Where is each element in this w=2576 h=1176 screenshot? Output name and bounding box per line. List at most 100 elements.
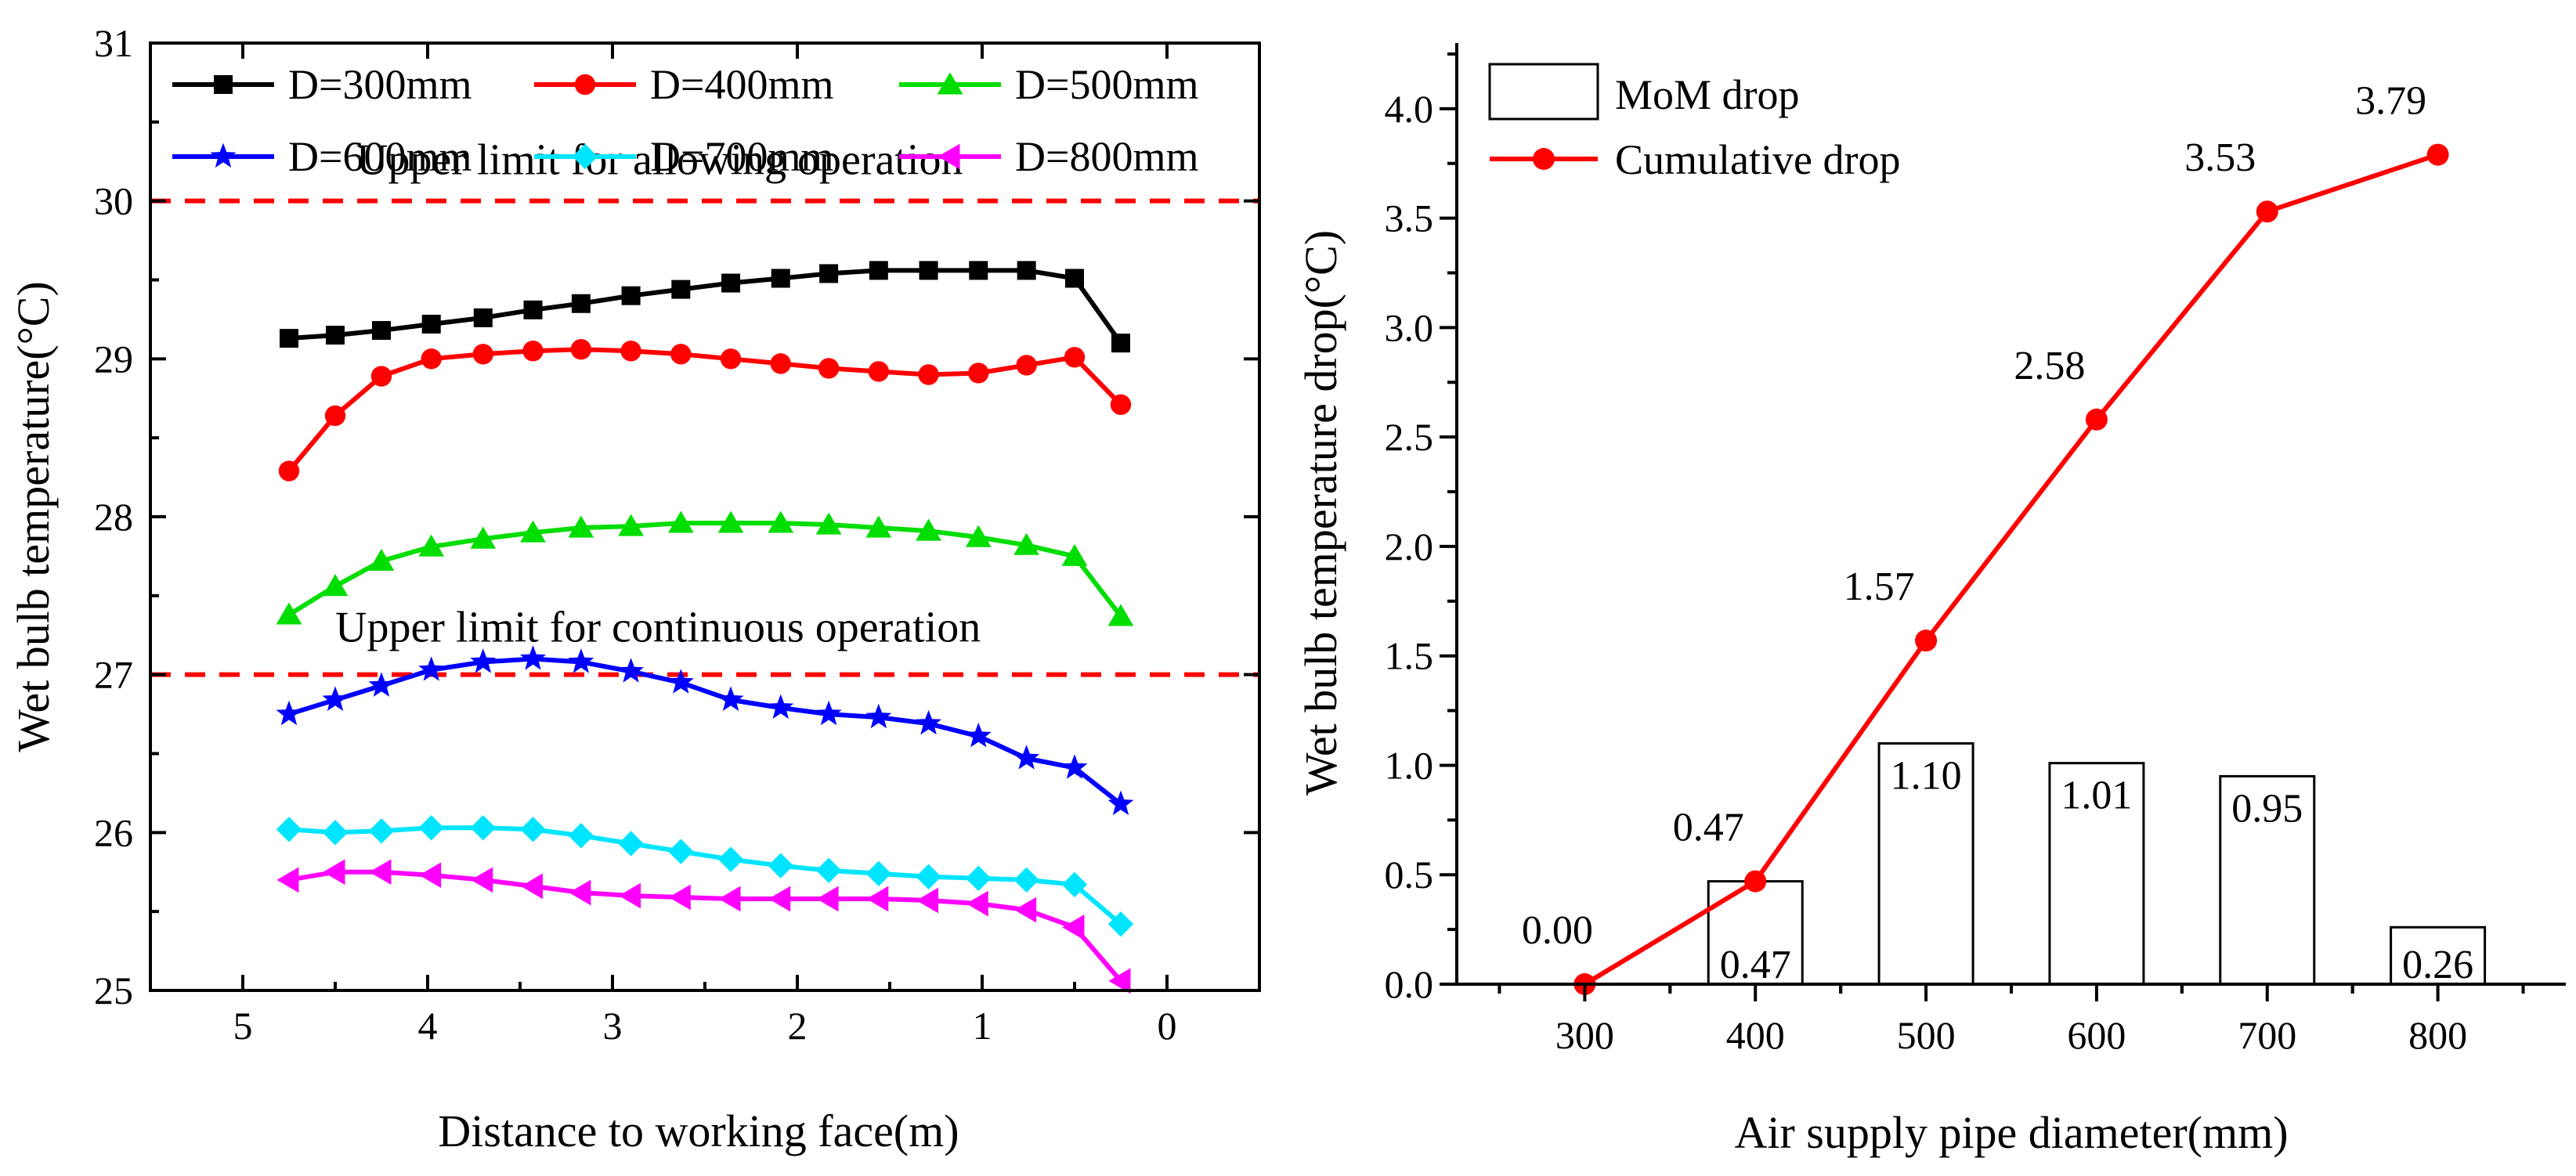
data-point	[671, 280, 691, 299]
series-line	[288, 656, 1122, 806]
series-line	[288, 869, 1123, 983]
line-value-label: 3.53	[2184, 135, 2256, 180]
cumulative-drop-point	[2256, 200, 2278, 223]
left-plot-frame	[149, 41, 1261, 992]
data-point	[620, 341, 641, 362]
data-point	[965, 525, 992, 547]
series-d-600mm	[276, 645, 1134, 816]
reference-line-label-27: Upper limit for continuous operation	[335, 604, 981, 652]
x-tick-label: 400	[1726, 1013, 1785, 1057]
reference-line-label-30: Upper limit for allowing operation	[356, 136, 963, 185]
right-chart-temperature-drop: 300 400 500 600 700 800 0.0 0.5 1.0 1.5 2.0 2.5 3.0 3…	[1295, 43, 2566, 1158]
data-point	[717, 510, 744, 533]
legend-label: D=400mm	[650, 61, 833, 108]
line-value-label: 0.00	[1522, 908, 1593, 953]
y-tick-label: 1.5	[1385, 634, 1434, 678]
cumulative-drop-point	[1915, 629, 1938, 652]
data-point	[865, 703, 892, 729]
data-point	[419, 862, 442, 889]
data-point	[619, 882, 641, 909]
series-d-400mm	[278, 339, 1132, 482]
series-d-500mm	[276, 510, 1134, 626]
data-point	[571, 294, 591, 313]
data-point	[1110, 394, 1132, 416]
bar-mom-drop	[2219, 774, 2316, 986]
legend-marker	[572, 143, 598, 170]
data-point	[569, 879, 591, 906]
y-tick-label: 2.0	[1385, 525, 1434, 568]
y-tick-label: 29	[94, 337, 133, 381]
y-tick-label: 27	[94, 653, 133, 697]
data-point	[771, 269, 790, 288]
legend-marker	[1533, 148, 1555, 170]
data-point	[768, 886, 791, 912]
x-tick-label: 3	[603, 1004, 623, 1048]
cumulative-drop-point	[2426, 143, 2449, 166]
legend-item-d-700mm: D=700mm	[534, 133, 833, 180]
y-tick-label: 25	[94, 969, 133, 1012]
data-point	[815, 700, 842, 726]
data-point	[472, 344, 493, 365]
data-point	[1064, 347, 1086, 368]
data-point	[520, 520, 546, 543]
legend-label: Cumulative drop	[1615, 136, 1900, 183]
line-value-label: 3.79	[2355, 79, 2426, 124]
y-tick-label: 4.0	[1385, 87, 1434, 131]
right-x-axis-label: Air supply pipe diameter(mm)	[1734, 1107, 2288, 1158]
x-tick-label: 500	[1897, 1013, 1956, 1057]
data-point	[368, 672, 395, 697]
legend-label: D=800mm	[1015, 133, 1198, 180]
data-point	[916, 709, 942, 735]
cumulative-drop-point	[2085, 408, 2108, 431]
data-point	[667, 510, 694, 533]
data-point	[768, 694, 794, 720]
bar-mom-drop	[1877, 742, 1974, 986]
data-point	[721, 273, 741, 293]
data-point	[1061, 871, 1088, 898]
data-point	[369, 859, 392, 886]
data-point	[276, 700, 302, 726]
x-tick-label: 800	[2408, 1013, 2467, 1057]
y-tick-label: 3.0	[1385, 305, 1434, 349]
data-point	[916, 518, 941, 541]
data-point	[568, 823, 594, 849]
data-point	[969, 261, 988, 280]
data-point	[418, 815, 444, 841]
legend-marker	[937, 72, 963, 95]
data-point	[470, 815, 496, 841]
legend-marker	[574, 74, 596, 96]
legend-item-d-800mm: D=800mm	[899, 133, 1198, 180]
data-point	[618, 831, 644, 857]
data-point	[718, 886, 741, 912]
data-point	[1016, 355, 1037, 376]
y-tick-label: 2.5	[1385, 415, 1434, 459]
legend-item-mom-drop: MoM drop	[1488, 63, 1800, 121]
legend-label: MoM drop	[1615, 71, 1800, 118]
data-point	[865, 515, 892, 538]
legend-swatch-bar	[1488, 63, 1599, 121]
legend-label: D=500mm	[1015, 61, 1198, 108]
data-point	[520, 873, 543, 900]
data-point	[869, 261, 888, 280]
data-point	[1107, 604, 1134, 626]
line-value-label: 1.57	[1844, 565, 1915, 609]
data-point	[568, 648, 594, 673]
left-x-axis-label: Distance to working face(m)	[438, 1106, 959, 1156]
data-point	[818, 358, 840, 379]
data-point	[421, 314, 441, 334]
data-point	[668, 884, 691, 911]
series-d-700mm	[276, 815, 1134, 937]
right-y-axis-label: Wet bulb temperature drop(°C)	[1295, 230, 1346, 795]
data-point	[1061, 543, 1088, 566]
data-point	[418, 656, 445, 681]
data-point	[865, 860, 892, 886]
bar-value-label: 0.26	[2402, 943, 2473, 987]
data-point	[276, 867, 299, 893]
data-point	[421, 348, 442, 370]
legend-item-d-600mm: D=600mm	[172, 133, 471, 180]
y-tick-label: 26	[94, 810, 133, 854]
y-tick-label: 1.0	[1385, 743, 1434, 787]
data-point	[1108, 968, 1131, 994]
y-tick-label: 30	[94, 179, 133, 223]
data-point	[522, 341, 544, 362]
